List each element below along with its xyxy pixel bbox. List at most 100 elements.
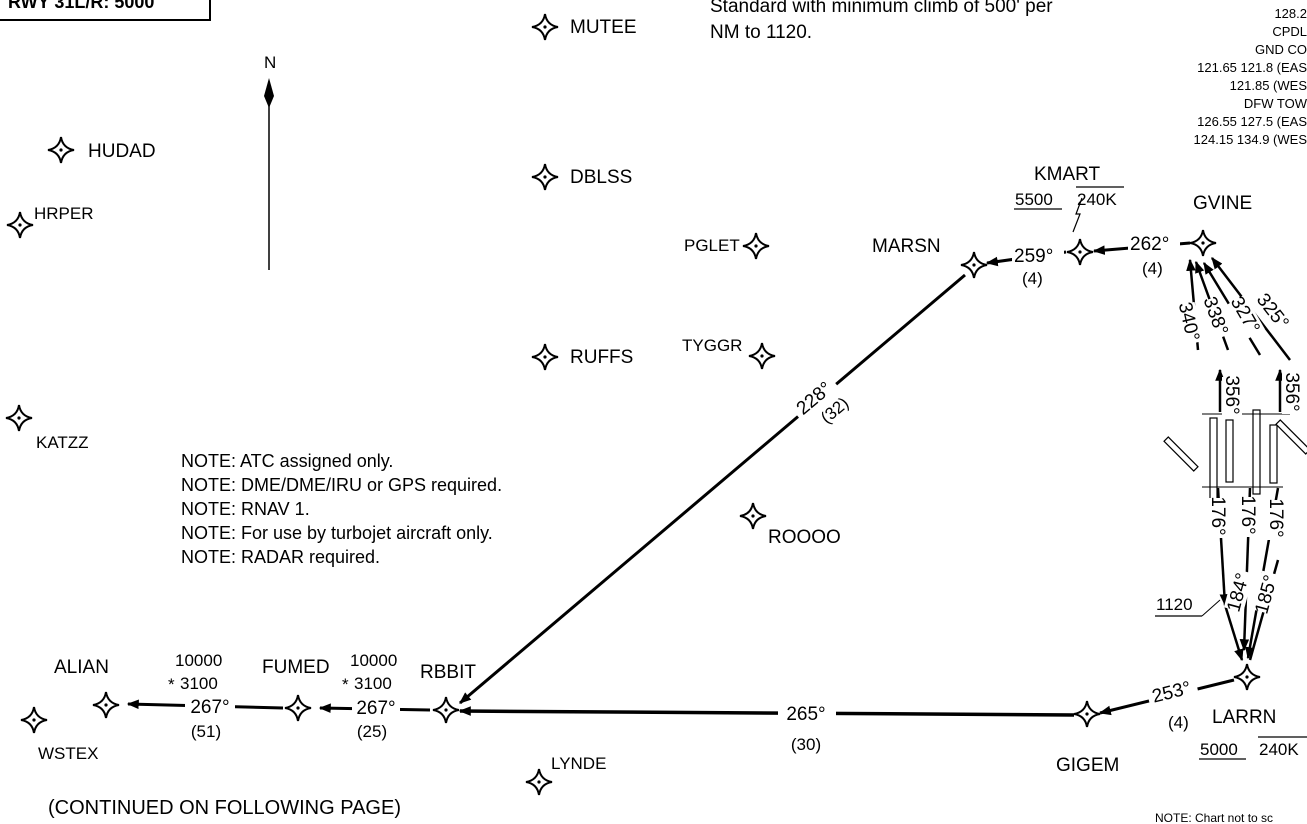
rbbit-fumed-distance: (25) — [357, 722, 387, 741]
fix-label-dblss: DBLSS — [570, 167, 632, 188]
larrn-speed: 240K — [1259, 740, 1299, 759]
frequency-box: 128.2 CPDL GND CO 121.65 121.8 (EAS 121.… — [1194, 6, 1307, 147]
waypoint-larrn-icon — [1233, 663, 1261, 691]
alian-lower-star: * — [168, 675, 175, 694]
leg-gigem-rbbit — [458, 706, 1075, 717]
fix-label-tyggr: TYGGR — [682, 336, 742, 355]
climb-text-line-1: Standard with minimum climb of 500' per — [710, 0, 1053, 17]
freq-line: 128.2 — [1274, 6, 1307, 21]
continued-notice: (CONTINUED ON FOLLOWING PAGE) — [48, 797, 401, 819]
fix-label-ruffs: RUFFS — [570, 347, 633, 368]
kmart-speed: 240K — [1077, 190, 1117, 209]
leg-marsn-rbbit — [459, 273, 966, 705]
waypoint-wstex-icon — [20, 706, 48, 734]
north-arrow-icon: N — [264, 53, 276, 270]
fix-label-hudad: HUDAD — [88, 141, 156, 162]
freq-line: CPDL — [1272, 24, 1307, 39]
waypoint-pglet-icon — [742, 232, 770, 260]
larrn-gigem-course: 253° — [1150, 678, 1193, 708]
waypoint-roooo-icon — [739, 502, 767, 530]
fix-label-lynde: LYNDE — [551, 754, 606, 773]
rbbit-fumed-course: 267° — [356, 698, 395, 719]
waypoint-marsn-icon — [960, 251, 988, 279]
gvine-kmart-distance: (4) — [1142, 259, 1163, 278]
waypoint-mutee-icon — [531, 13, 559, 41]
svg-text:1120: 1120 — [1156, 595, 1193, 614]
fix-label-rbbit: RBBIT — [420, 662, 476, 683]
waypoint-katzz-icon — [5, 404, 33, 432]
climb-text-line-2: NM to 1120. — [710, 22, 812, 43]
scale-note: NOTE: Chart not to sc — [1155, 811, 1273, 824]
waypoint-tyggr-icon — [748, 342, 776, 370]
kmart-altitude: 5500 — [1015, 190, 1053, 209]
dep-course-176c: 176° — [1265, 498, 1286, 537]
freq-line: DFW TOW — [1244, 96, 1307, 111]
dep-course-184: 184° — [1223, 571, 1253, 614]
larrn-altitude: 5000 — [1200, 740, 1238, 759]
waypoint-gvine-icon — [1189, 229, 1217, 257]
note-line: NOTE: RNAV 1. — [181, 499, 310, 519]
gigem-rbbit-course: 265° — [786, 704, 825, 725]
note-line: NOTE: RADAR required. — [181, 547, 380, 567]
runway-header-text: RWY 31L/R: 5000 — [8, 0, 154, 12]
alian-lower-altitude: 3100 — [180, 674, 218, 693]
gvine-kmart-course: 262° — [1130, 234, 1169, 255]
waypoint-ruffs-icon — [531, 343, 559, 371]
waypoint-fumed-icon — [284, 694, 312, 722]
freq-line: 124.15 134.9 (WES — [1194, 132, 1307, 147]
fix-label-hrper: HRPER — [34, 204, 94, 223]
fix-labels: MUTEE HUDAD HRPER DBLSS PGLET MARSN KMAR… — [34, 17, 1276, 776]
fix-label-fumed: FUMED — [262, 657, 330, 678]
dep-course-356b: 356° — [1281, 372, 1302, 411]
runway-header-box: RWY 31L/R: 5000 — [0, 0, 211, 21]
waypoint-alian-icon — [92, 691, 120, 719]
fix-label-wstex: WSTEX — [38, 744, 98, 763]
fumed-lower-star: * — [342, 675, 349, 694]
fix-label-marsn: MARSN — [872, 236, 941, 257]
dep-course-176b: 176° — [1237, 495, 1258, 534]
fix-label-kmart: KMART — [1034, 164, 1101, 185]
waypoint-hrper-icon — [6, 211, 34, 239]
note-line: NOTE: For use by turbojet aircraft only. — [181, 523, 493, 543]
kmart-marsn-course: 259° — [1014, 246, 1053, 267]
freq-line: GND CO — [1255, 42, 1307, 57]
gigem-rbbit-distance: (30) — [791, 735, 821, 754]
runway-diagram — [1163, 409, 1307, 503]
waypoint-dblss-icon — [531, 163, 559, 191]
waypoint-lynde-icon — [525, 768, 553, 796]
leg-labels: 262° (4) 259° (4) 228° (32) 265° (30) 25… — [185, 233, 1302, 754]
waypoint-hudad-icon — [47, 136, 75, 164]
fix-label-gvine: GVINE — [1193, 193, 1252, 214]
fix-label-mutee: MUTEE — [570, 17, 637, 38]
freq-line: 126.55 127.5 (EAS — [1197, 114, 1307, 129]
dep-course-185: 185° — [1251, 573, 1281, 616]
notes-block: NOTE: ATC assigned only. NOTE: DME/DME/I… — [181, 451, 502, 567]
note-line: NOTE: DME/DME/IRU or GPS required. — [181, 475, 502, 495]
fumed-alian-distance: (51) — [191, 722, 221, 741]
fix-label-katzz: KATZZ — [36, 433, 89, 452]
waypoint-rbbit-icon — [432, 696, 460, 724]
fumed-alian-course: 267° — [190, 697, 229, 718]
fix-label-gigem: GIGEM — [1056, 755, 1119, 776]
fix-label-alian: ALIAN — [54, 657, 109, 678]
fumed-lower-altitude: 3100 — [354, 674, 392, 693]
dep-course-340: 340° — [1174, 300, 1203, 343]
altitude-1120-marker: 1120 — [1155, 595, 1221, 617]
compulsory-reporting-icon — [1072, 197, 1083, 233]
waypoint-gigem-icon — [1073, 700, 1101, 728]
leg-dep-184 — [1223, 604, 1244, 662]
fumed-upper-altitude: 10000 — [350, 651, 397, 670]
altitude-speed-restrictions: 5500 240K 5000 240K 10000 * 3100 10000 *… — [168, 186, 1307, 760]
note-line: NOTE: ATC assigned only. — [181, 451, 393, 471]
dep-course-356a: 356° — [1221, 375, 1242, 414]
freq-line: 121.65 121.8 (EAS — [1197, 60, 1307, 75]
fix-label-roooo: ROOOO — [768, 527, 841, 548]
north-label: N — [264, 53, 276, 72]
fix-label-larrn: LARRN — [1212, 707, 1276, 728]
larrn-gigem-distance: (4) — [1168, 713, 1189, 732]
freq-line: 121.85 (WES — [1230, 78, 1307, 93]
dep-course-176a: 176° — [1207, 496, 1228, 535]
fix-label-pglet: PGLET — [684, 236, 740, 255]
kmart-marsn-distance: (4) — [1022, 269, 1043, 288]
